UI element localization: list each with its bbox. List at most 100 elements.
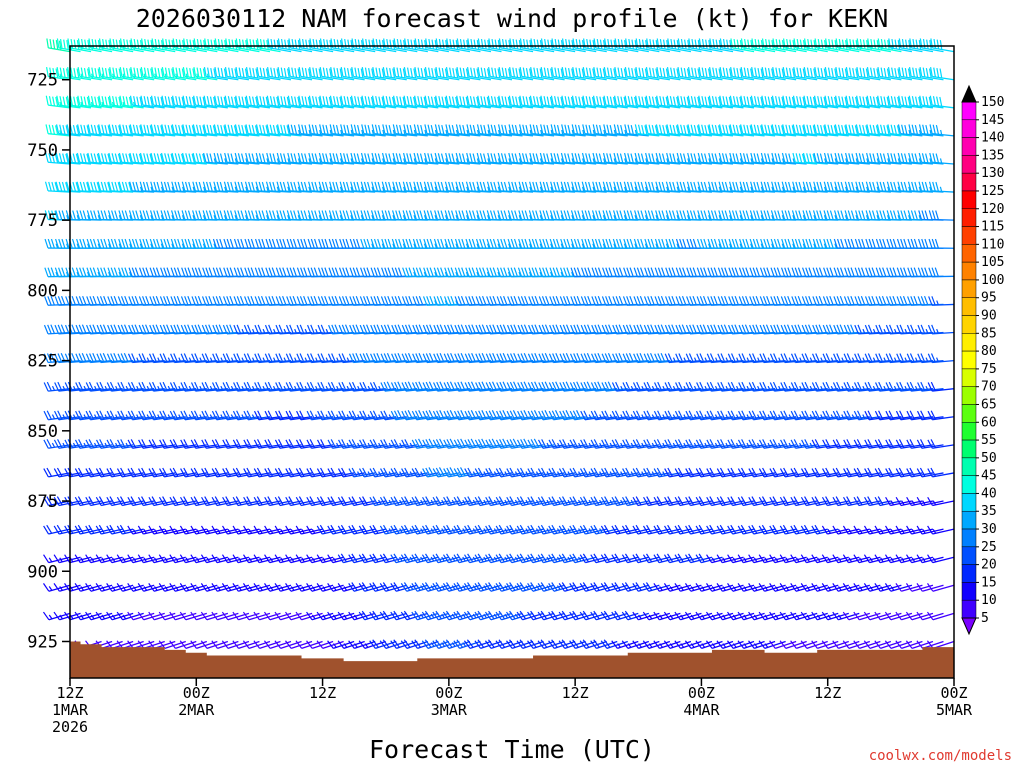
barb-half-flag [206, 528, 211, 534]
barb-flag [70, 38, 74, 49]
wind-barb [77, 95, 102, 109]
barb-flag [85, 554, 92, 563]
wind-barb [193, 95, 218, 109]
barb-flag [239, 295, 245, 306]
barb-flag [203, 95, 207, 106]
barb-shaft [227, 444, 250, 449]
barb-flag [148, 525, 155, 535]
barb-flag [134, 267, 140, 277]
barb-flag [174, 181, 179, 192]
barb-flag [182, 67, 186, 77]
barb-half-flag [185, 586, 190, 591]
barb-flag [218, 324, 224, 334]
barb-half-flag [87, 271, 90, 277]
barb-flag [182, 124, 186, 134]
barb-half-flag [224, 186, 227, 192]
barb-flag [47, 324, 52, 334]
barb-flag [223, 267, 228, 277]
barb-shaft [174, 161, 197, 165]
barb-half-flag [104, 385, 108, 391]
barb-flag [170, 353, 175, 363]
barb-flag [51, 181, 56, 192]
barb-flag [43, 554, 50, 563]
barb-shaft [153, 133, 176, 137]
barb-flag [190, 640, 197, 649]
barb-half-flag [139, 186, 143, 192]
barb-flag [87, 68, 90, 78]
barb-flag [66, 124, 70, 134]
wind-barb [85, 410, 113, 421]
barb-flag [78, 296, 84, 306]
barb-flag [212, 382, 218, 392]
barb-half-flag [230, 357, 234, 363]
barb-flag [205, 181, 210, 192]
barb-flag [135, 181, 140, 192]
barb-shaft [195, 472, 218, 478]
barb-flag [77, 124, 81, 134]
barb-flag [180, 410, 186, 420]
barb-flag [129, 181, 133, 192]
wind-barb [232, 467, 260, 478]
barb-flag [158, 554, 165, 563]
barb-flag [211, 640, 218, 649]
barb-flag [261, 267, 266, 277]
barb-flag [88, 410, 94, 420]
barb-flag [92, 352, 98, 363]
barb-flag [232, 468, 239, 478]
barb-flag [123, 324, 129, 334]
barb-flag [214, 67, 218, 77]
barb-flag [195, 181, 200, 192]
barb-shaft [100, 47, 123, 53]
barb-flag [86, 182, 90, 192]
barb-shaft [248, 444, 271, 449]
barb-flag [225, 410, 231, 420]
wind-barb [264, 496, 292, 507]
barb-flag [222, 496, 228, 506]
barb-flag [184, 296, 189, 306]
barb-flag [246, 467, 252, 477]
barb-flag [140, 124, 144, 134]
barb-half-flag [160, 243, 164, 249]
barb-flag [100, 238, 105, 249]
barb-shaft [132, 133, 155, 137]
barb-flag [82, 267, 87, 277]
barb-flag [55, 40, 59, 50]
barb-half-flag [192, 215, 195, 220]
barb-flag [167, 124, 171, 135]
barb-flag [209, 153, 213, 163]
barb-flag [111, 153, 115, 163]
barb-flag [74, 583, 81, 592]
barb-flag [154, 38, 158, 49]
barb-shaft [258, 47, 281, 53]
barb-flag [85, 353, 91, 363]
barb-shaft [205, 75, 228, 81]
barb-flag [73, 67, 77, 78]
barb-flag [185, 67, 189, 78]
barb-flag [139, 40, 143, 50]
barb-shaft [132, 359, 155, 364]
barb-flag [103, 210, 108, 220]
barb-flag [169, 525, 176, 535]
barb-flag [122, 96, 126, 106]
barb-flag [201, 296, 207, 306]
barb-flag [240, 153, 245, 163]
wind-barb [190, 381, 218, 392]
barb-flag [164, 96, 168, 106]
wind-barb [96, 410, 123, 421]
barb-flag [106, 583, 113, 592]
barb-shaft [258, 444, 281, 449]
barb-flag [187, 238, 192, 249]
wind-barb [98, 124, 123, 137]
barb-flag [202, 153, 206, 164]
barb-flag [162, 381, 168, 391]
barb-flag [98, 67, 102, 77]
barb-flag [53, 525, 60, 535]
barb-flag [202, 181, 207, 192]
barb-half-flag [217, 528, 221, 534]
wind-barb [203, 95, 228, 109]
barb-flag [163, 210, 168, 220]
barb-flag [234, 124, 239, 134]
barb-flag [267, 467, 274, 477]
barb-shaft [132, 416, 155, 421]
barb-flag [106, 496, 113, 506]
